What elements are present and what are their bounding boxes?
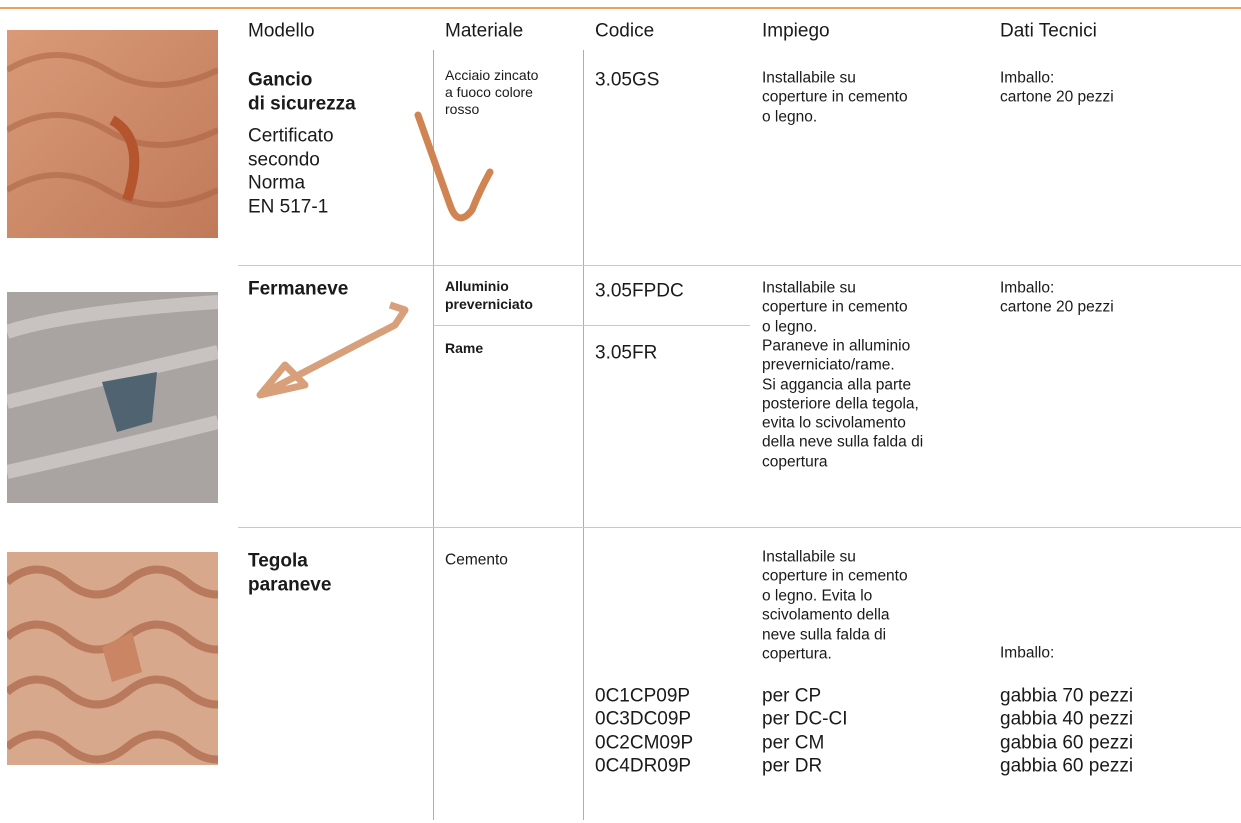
- column-header: Codice: [595, 20, 655, 42]
- material: Rame: [445, 340, 484, 356]
- usage: copertura: [762, 452, 828, 470]
- material: Alluminio: [445, 278, 509, 294]
- column-header: Materiale: [445, 20, 524, 42]
- model-note: Norma: [248, 172, 306, 194]
- usage: o legno. Evita lo: [762, 587, 873, 605]
- model-note: EN 517-1: [248, 196, 329, 217]
- usage: Installabile su: [762, 279, 856, 297]
- material: a fuoco colore: [445, 84, 533, 100]
- material: Acciaio zincato: [445, 67, 539, 83]
- code: 0C3DC09P: [595, 708, 692, 730]
- product-gancio: [414, 111, 494, 222]
- column-header: Impiego: [762, 20, 830, 42]
- usage: coperture in cemento: [762, 567, 908, 585]
- code: 3.05FR: [595, 342, 658, 364]
- tech-data: Imballo:: [1000, 644, 1055, 662]
- usage: Installabile su: [762, 69, 856, 87]
- tech-data: cartone 20 pezzi: [1000, 88, 1114, 106]
- product-fermaneve: [256, 301, 409, 399]
- code: 0C2CM09P: [595, 732, 694, 754]
- usage: o legno.: [762, 107, 818, 125]
- tech-data: gabbia 70 pezzi: [1000, 685, 1134, 707]
- tech-data: Imballo:: [1000, 69, 1055, 87]
- usage: evita lo scivolamento: [762, 414, 906, 432]
- top-rule: [0, 7, 1241, 9]
- material: rosso: [445, 101, 480, 117]
- tech-data: gabbia 60 pezzi: [1000, 732, 1134, 754]
- usage: coperture in cemento: [762, 298, 908, 316]
- usage: Installabile su: [762, 548, 856, 566]
- usage: Paraneve in alluminio: [762, 337, 911, 355]
- material: preverniciato: [445, 296, 533, 312]
- tech-data: Imballo:: [1000, 279, 1055, 297]
- model-title: di sicurezza: [248, 93, 356, 114]
- column-rule: [583, 50, 584, 820]
- model-title: Gancio: [248, 69, 313, 91]
- column-rule: [433, 50, 434, 820]
- code: 3.05FPDC: [595, 280, 684, 302]
- model-title: paraneve: [248, 574, 332, 595]
- usage: Si aggancia alla parte: [762, 375, 912, 393]
- tech-data: cartone 20 pezzi: [1000, 298, 1114, 316]
- model-note: Certificato: [248, 125, 334, 147]
- variant-rule: [433, 325, 750, 326]
- row-rule: [238, 527, 1241, 528]
- model-title: Fermaneve: [248, 278, 349, 300]
- photo-gancio: [7, 30, 218, 238]
- model-note: secondo: [248, 149, 320, 170]
- usage: per CP: [762, 685, 822, 707]
- usage: per CM: [762, 732, 825, 754]
- usage: per DC-CI: [762, 708, 848, 730]
- usage: posteriore della tegola,: [762, 395, 919, 413]
- column-header: Dati Tecnici: [1000, 20, 1097, 42]
- usage: neve sulla falda di: [762, 625, 887, 643]
- usage: copertura.: [762, 645, 832, 663]
- model-title: Tegola: [248, 550, 308, 572]
- code: 3.05GS: [595, 69, 660, 91]
- usage: della neve sulla falda di: [762, 433, 924, 451]
- tech-data: gabbia 40 pezzi: [1000, 708, 1134, 730]
- code: 0C1CP09P: [595, 685, 691, 707]
- column-header: Modello: [248, 20, 315, 42]
- usage: scivolamento della: [762, 606, 890, 624]
- photo-tegola: [7, 552, 218, 765]
- code: 0C4DR09P: [595, 755, 692, 777]
- usage: o legno.: [762, 317, 818, 335]
- usage: per DR: [762, 755, 823, 777]
- row-rule: [238, 265, 1241, 266]
- usage: preverniciato/rame.: [762, 356, 895, 374]
- material: Cemento: [445, 551, 508, 569]
- photo-fermaneve: [7, 292, 218, 503]
- usage: coperture in cemento: [762, 88, 908, 106]
- tech-data: gabbia 60 pezzi: [1000, 755, 1134, 777]
